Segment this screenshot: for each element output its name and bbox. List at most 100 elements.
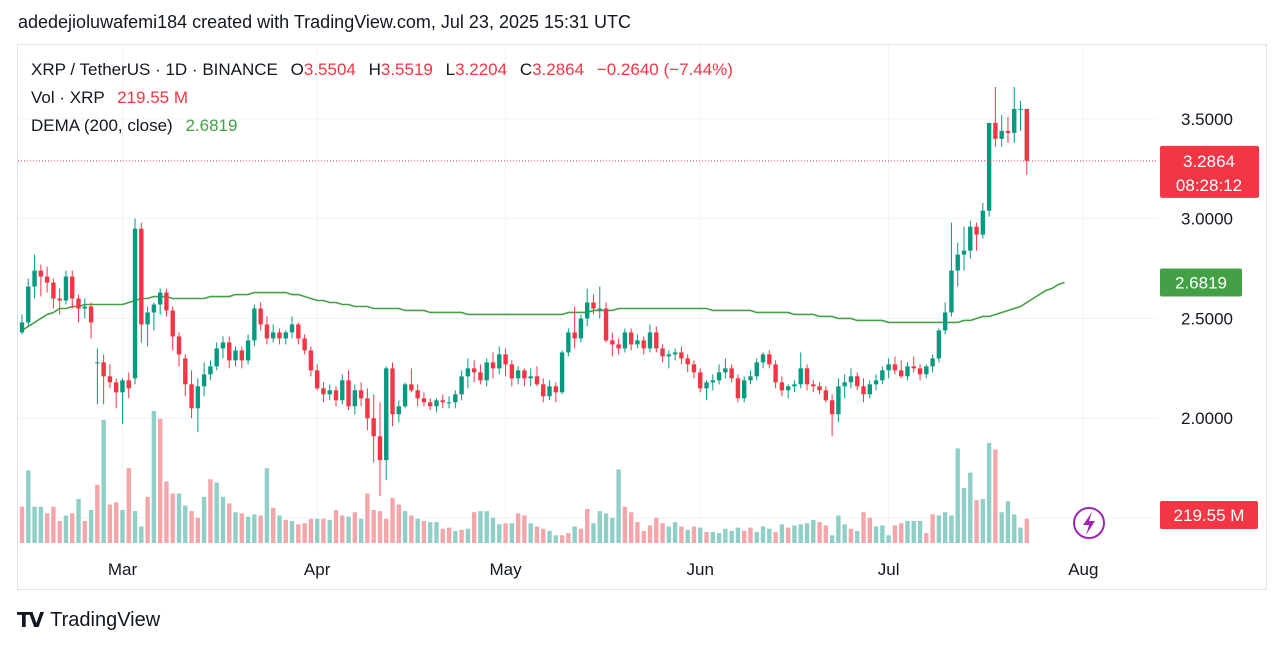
- volume-bar: [189, 511, 194, 543]
- volume-bar: [515, 513, 521, 543]
- volume-bar: [716, 533, 722, 543]
- candle-body: [239, 350, 244, 361]
- volume-bar: [44, 513, 50, 543]
- volume-label[interactable]: Vol · XRP: [31, 88, 105, 107]
- volume-bar: [120, 510, 125, 543]
- symbol-label[interactable]: XRP / TetherUS · 1D · BINANCE: [31, 60, 278, 79]
- candle-body: [541, 384, 546, 397]
- candle-body: [534, 376, 540, 385]
- volume-bar: [132, 511, 138, 543]
- candle-body: [742, 380, 747, 399]
- candle-body: [63, 276, 69, 301]
- volume-bar: [880, 525, 885, 543]
- candle-body: [151, 304, 157, 313]
- candle-body: [986, 122, 992, 211]
- volume-bar: [245, 516, 251, 543]
- volume-bar: [949, 515, 954, 543]
- volume-bar: [76, 499, 81, 543]
- candle-body: [384, 368, 389, 461]
- volume-bar: [691, 526, 697, 543]
- volume-bar: [164, 481, 169, 543]
- candle-body: [635, 340, 640, 345]
- dema-badge: [1160, 268, 1242, 297]
- volume-bar: [201, 496, 207, 543]
- volume-bar: [26, 470, 31, 543]
- candle-body: [38, 270, 44, 277]
- candle-body: [641, 340, 646, 349]
- tradingview-logo-icon: 𝗧𝗩: [17, 610, 44, 632]
- volume-bar: [509, 523, 515, 543]
- candle-body: [628, 332, 634, 345]
- lightning-bolt-icon: [1083, 512, 1095, 535]
- volume-bar: [905, 521, 910, 543]
- dema-label[interactable]: DEMA (200, close): [31, 116, 173, 135]
- candle-body: [201, 374, 207, 387]
- legend-dema: DEMA (200, close) 2.6819: [31, 116, 237, 136]
- candle-body: [886, 364, 891, 371]
- volume-bar: [1005, 501, 1011, 543]
- volume-bar: [1024, 518, 1029, 543]
- chart-frame: [17, 44, 1267, 590]
- volume-bar: [955, 448, 960, 543]
- candle-body: [899, 370, 904, 377]
- candle-body: [993, 122, 998, 139]
- candle-body: [785, 386, 791, 391]
- volume-bar: [754, 532, 759, 543]
- candle-body: [289, 324, 295, 333]
- volume-bar: [654, 517, 659, 543]
- last-price-badge-value: 3.2864: [1183, 152, 1235, 171]
- x-tick-label: Jul: [878, 560, 900, 579]
- candle-body: [371, 418, 376, 437]
- volume-bar: [271, 507, 276, 543]
- volume-bar: [559, 535, 565, 543]
- volume-bar: [32, 506, 37, 543]
- candle-body: [748, 376, 753, 381]
- candle-body: [459, 376, 464, 395]
- volume-bar: [547, 530, 552, 543]
- footer-brand[interactable]: 𝗧𝗩 TradingView: [17, 608, 160, 633]
- candle-body: [70, 276, 75, 299]
- volume-bar: [126, 468, 131, 543]
- last-price-badge: [1160, 145, 1259, 198]
- volume-bar: [497, 524, 502, 543]
- low-value: 3.2204: [455, 60, 508, 79]
- y-tick-label: 2.5000: [1181, 309, 1233, 328]
- volume-bar: [402, 511, 408, 543]
- candle-body: [327, 390, 332, 395]
- candle-body: [19, 322, 25, 333]
- volume-bar: [478, 511, 483, 543]
- candle-body: [358, 390, 364, 399]
- price-axis: 3.50003.00002.50002.00001.50003.286408:2…: [1073, 110, 1259, 539]
- volume-bar: [421, 521, 427, 543]
- candle-body: [660, 348, 665, 357]
- volume-bar: [861, 512, 866, 543]
- candle-body: [126, 380, 131, 389]
- volume-bar: [760, 526, 766, 543]
- candle-body: [340, 380, 345, 401]
- volume-bar: [792, 525, 797, 543]
- volume-bar: [264, 468, 270, 543]
- volume-bar: [340, 515, 345, 543]
- volume-bar: [622, 506, 628, 543]
- volume-bar: [384, 518, 389, 543]
- candle-body: [346, 380, 351, 407]
- candle-body: [333, 390, 339, 401]
- volume-value: 219.55 M: [117, 88, 189, 107]
- volume-bar: [886, 535, 891, 543]
- candle-body: [578, 318, 584, 339]
- candle-body: [302, 338, 307, 351]
- candle-body: [220, 342, 226, 349]
- volume-bar: [1018, 527, 1023, 543]
- candle-body: [465, 368, 471, 377]
- countdown-badge-value: 08:28:12: [1176, 176, 1242, 195]
- volume-bar: [534, 526, 540, 543]
- candle-body: [484, 362, 489, 381]
- candle-body: [497, 354, 502, 369]
- volume-bar: [572, 526, 577, 543]
- brand-name: TradingView: [50, 609, 161, 631]
- candle-body: [421, 398, 427, 403]
- volume-bar: [314, 518, 320, 543]
- candle-body: [811, 384, 816, 387]
- volume-bar: [176, 493, 182, 543]
